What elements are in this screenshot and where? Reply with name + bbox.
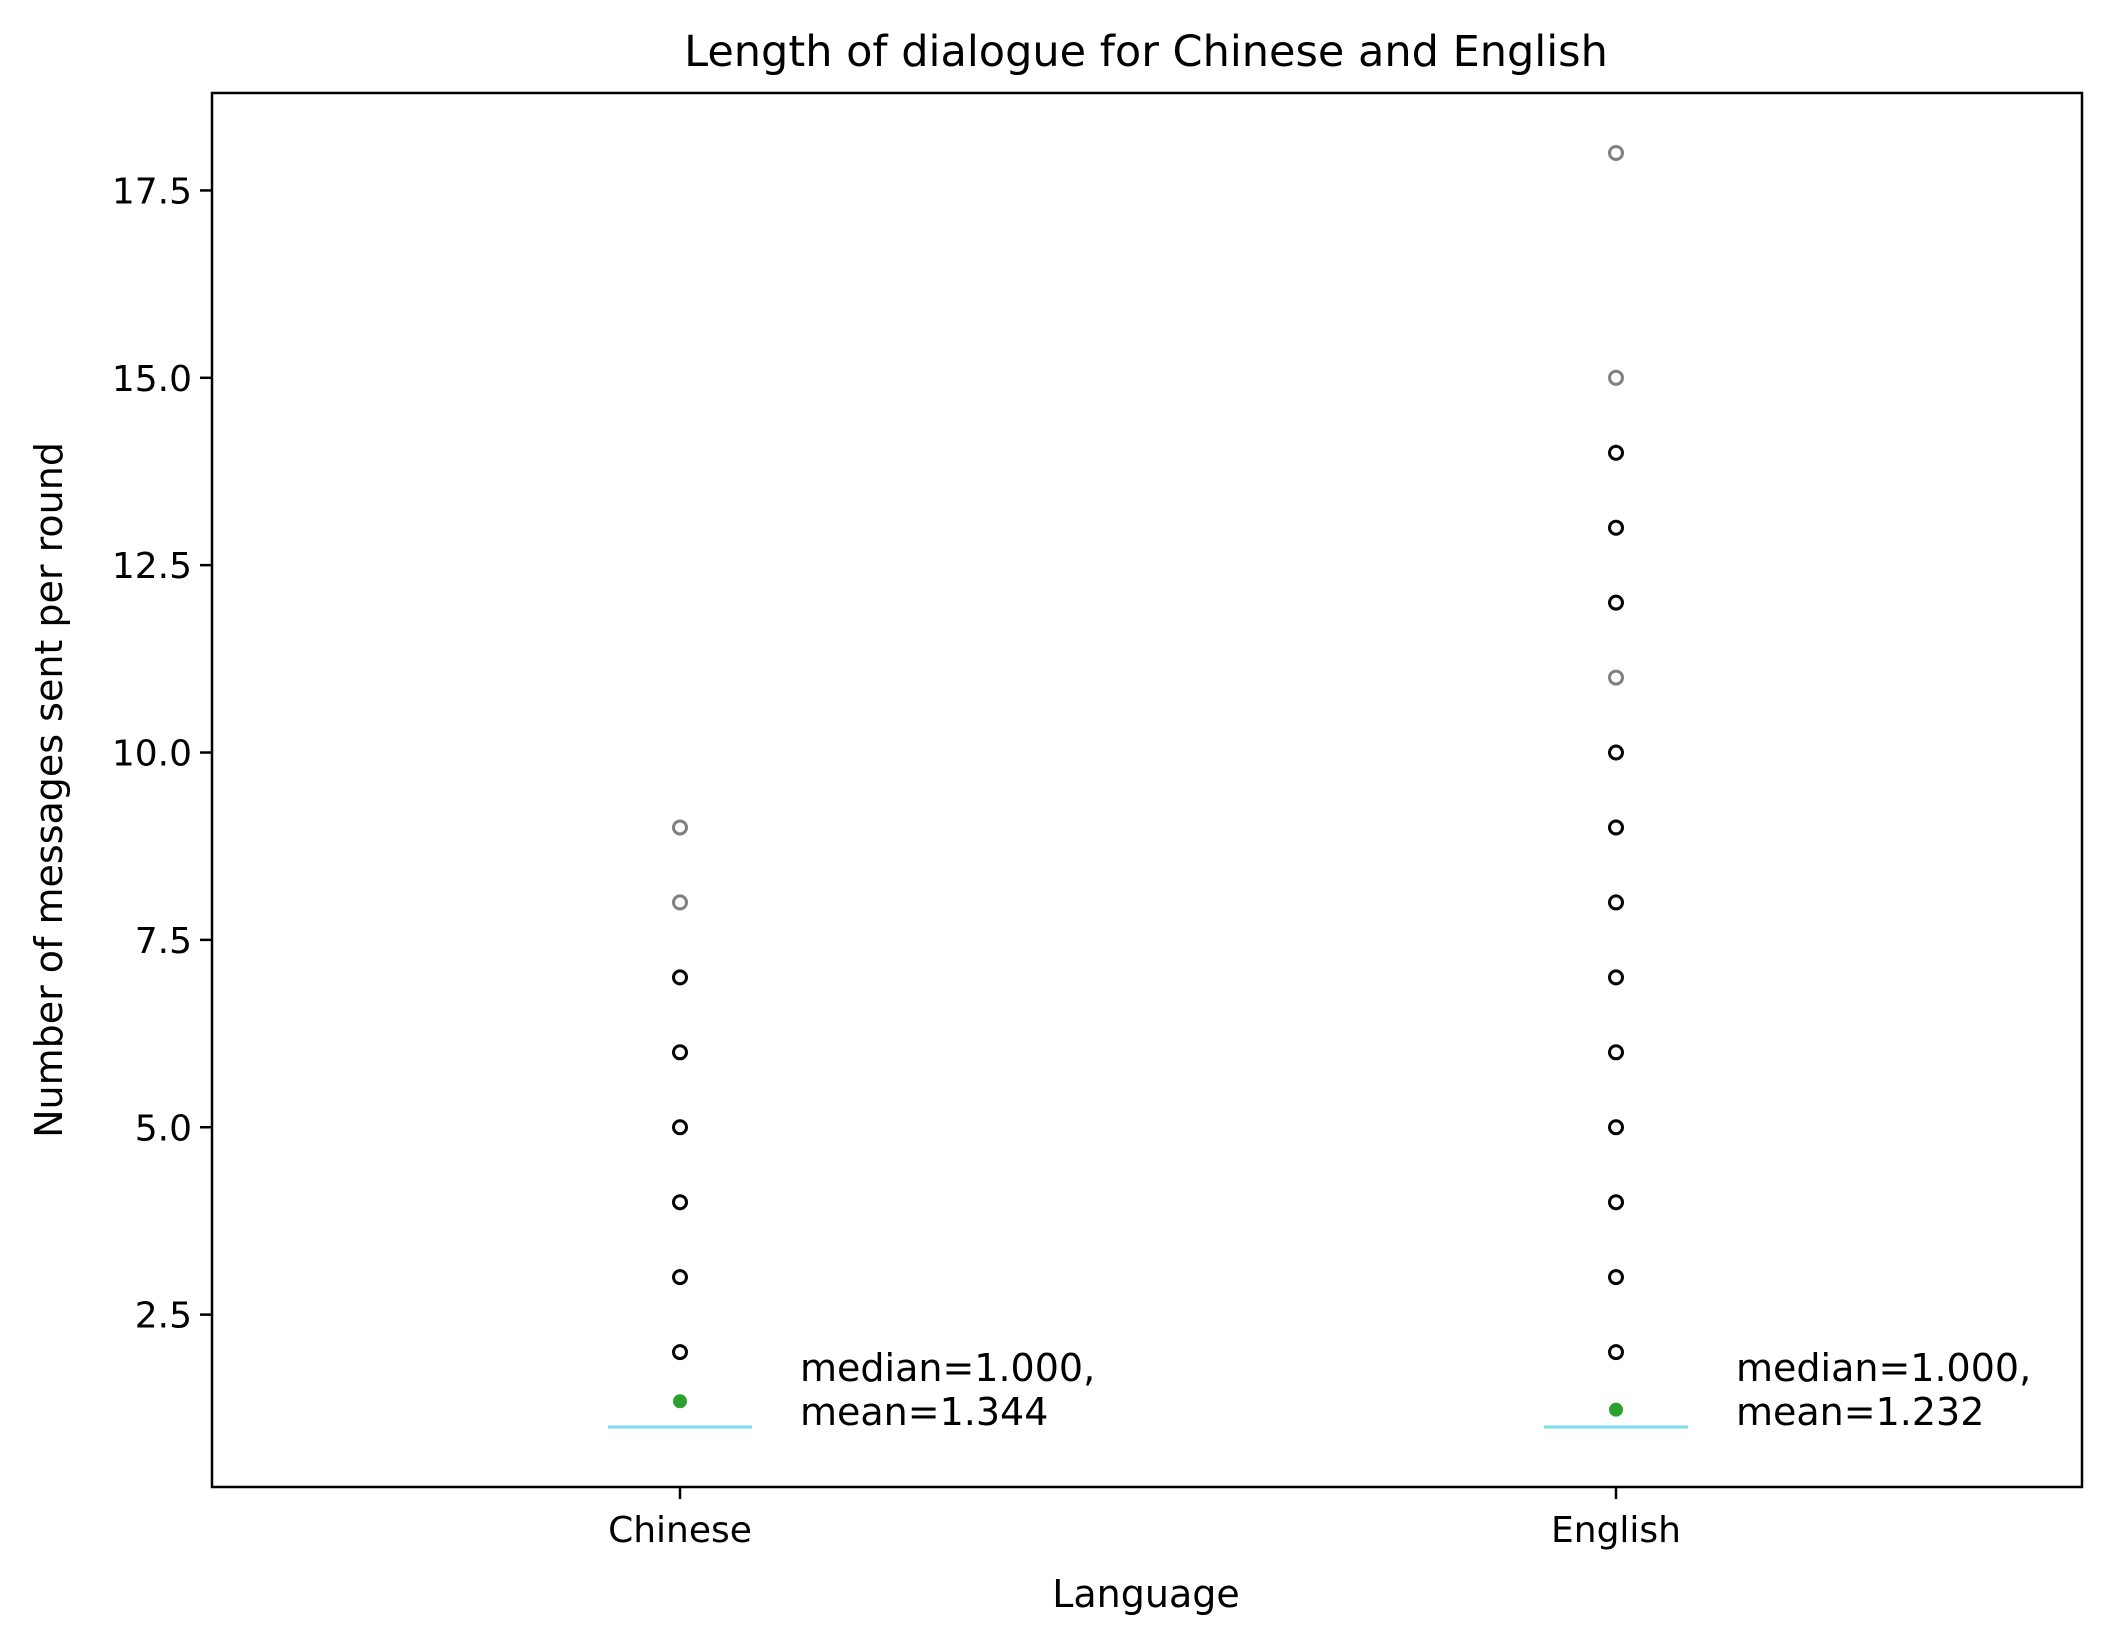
x-axis: Chinese English [608, 1487, 1681, 1551]
box-chinese: median=1.000,mean=1.344 [608, 819, 1095, 1434]
series-layer: median=1.000,mean=1.344median=1.000,mean… [608, 144, 2031, 1434]
outlier-point [672, 1194, 688, 1211]
outlier-point [672, 894, 688, 911]
y-tick-label: 5.0 [135, 1108, 192, 1149]
y-axis-label: Number of messages sent per round [27, 442, 71, 1138]
x-tick-label-english: English [1551, 1510, 1681, 1551]
outlier-point [672, 1344, 688, 1361]
y-tick-label: 7.5 [135, 921, 192, 962]
outlier-point [672, 1044, 688, 1061]
outlier-point [1608, 369, 1624, 386]
outlier-point [1608, 594, 1624, 611]
mean-marker [1609, 1402, 1623, 1417]
median-annotation: median=1.000, [800, 1346, 1095, 1390]
x-axis-label: Language [1052, 1572, 1240, 1616]
outlier-point [1608, 1269, 1624, 1286]
outlier-point [1608, 1194, 1624, 1211]
outlier-point [672, 1119, 688, 1136]
y-axis: 2.5 5.0 7.5 10.0 12.5 15.0 17.5 [112, 171, 212, 1337]
mean-annotation: mean=1.232 [1736, 1390, 1984, 1434]
outlier-point [1608, 1044, 1624, 1061]
mean-marker [673, 1394, 687, 1409]
outlier-point [1608, 1344, 1624, 1361]
plot-area-frame [210, 91, 2084, 1489]
outlier-point [1608, 669, 1624, 686]
chart-title: Length of dialogue for Chinese and Engli… [684, 27, 1608, 77]
outlier-point [1608, 969, 1624, 986]
y-tick-label: 12.5 [112, 546, 192, 587]
outlier-point [1608, 519, 1624, 536]
outlier-point [1608, 144, 1624, 161]
y-tick-label: 10.0 [112, 734, 192, 775]
y-tick-label: 17.5 [112, 171, 192, 212]
outlier-point [1608, 1119, 1624, 1136]
mean-annotation: mean=1.344 [800, 1390, 1048, 1434]
outlier-point [672, 969, 688, 986]
outlier-point [1608, 894, 1624, 911]
box-english: median=1.000,mean=1.232 [1544, 144, 2031, 1434]
y-tick-label: 15.0 [112, 359, 192, 400]
outlier-point [1608, 819, 1624, 836]
outlier-point [1608, 444, 1624, 461]
x-tick-label-chinese: Chinese [608, 1510, 752, 1551]
outlier-point [672, 819, 688, 836]
y-tick-label: 2.5 [135, 1296, 192, 1337]
outlier-point [672, 1269, 688, 1286]
outlier-point [1608, 744, 1624, 761]
median-annotation: median=1.000, [1736, 1346, 2031, 1390]
